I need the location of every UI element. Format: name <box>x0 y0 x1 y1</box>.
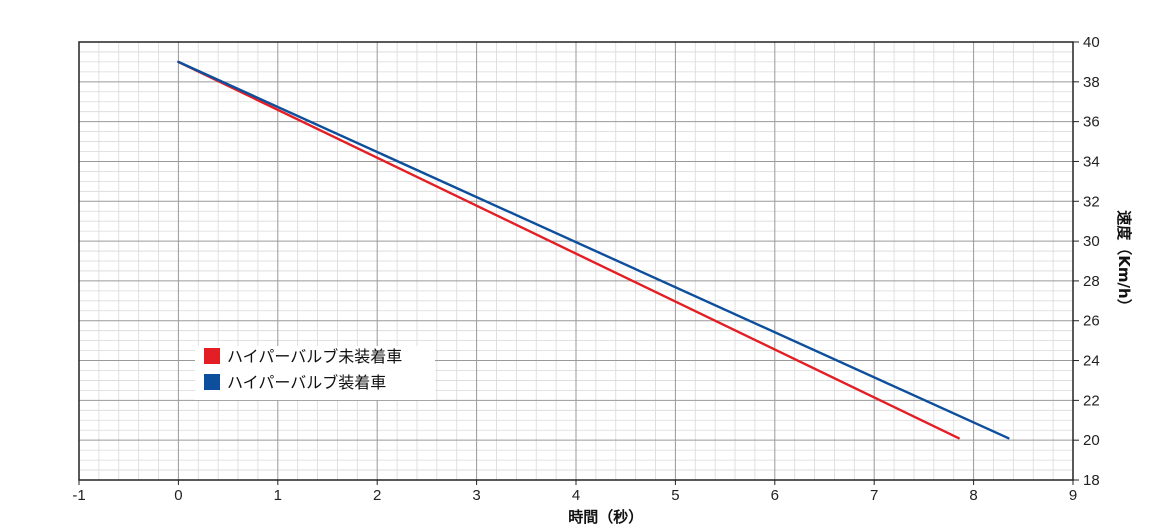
x-tick-label: 9 <box>1069 487 1077 504</box>
y-tick-label: 20 <box>1083 432 1100 449</box>
series-line-1 <box>177 60 1010 440</box>
x-axis-ticks: -1 0 1 2 3 4 5 6 7 8 9 <box>72 480 1077 504</box>
y-tick-label: 24 <box>1083 353 1100 370</box>
legend-background <box>195 346 435 400</box>
y-axis-ticks: 18 20 22 24 26 28 30 32 34 36 38 40 <box>1073 34 1100 489</box>
y-tick-label: 36 <box>1083 114 1100 131</box>
y-tick-label: 34 <box>1083 153 1100 170</box>
legend-label-series-1: ハイパーバルブ装着車 <box>227 373 386 392</box>
x-tick-label: 0 <box>174 487 182 504</box>
y-tick-label: 22 <box>1083 392 1100 409</box>
x-tick-label: -1 <box>72 487 85 504</box>
x-tick-label: 6 <box>771 487 779 504</box>
legend-swatch-series-0 <box>204 348 220 364</box>
y-tick-label: 30 <box>1083 233 1100 250</box>
y-tick-label: 40 <box>1083 34 1100 51</box>
x-tick-label: 4 <box>572 487 580 504</box>
series-line-0 <box>177 60 960 440</box>
y-tick-label: 32 <box>1083 193 1100 210</box>
y-tick-label: 38 <box>1083 74 1100 91</box>
y-tick-label: 18 <box>1083 472 1100 489</box>
y-tick-label: 26 <box>1083 313 1100 330</box>
legend: ハイパーバルブ未装着車 ハイパーバルブ装着車 <box>195 346 435 400</box>
y-axis-title: 速度（Km/h） <box>1115 210 1133 313</box>
series-lines <box>177 60 1010 440</box>
x-tick-label: 3 <box>472 487 480 504</box>
x-tick-label: 7 <box>870 487 878 504</box>
y-tick-label: 28 <box>1083 273 1100 290</box>
legend-label-series-0: ハイパーバルブ未装着車 <box>227 347 402 366</box>
x-tick-label: 2 <box>373 487 381 504</box>
legend-swatch-series-1 <box>204 374 220 390</box>
x-tick-label: 8 <box>969 487 977 504</box>
x-tick-label: 5 <box>671 487 679 504</box>
x-axis-title: 時間（秒） <box>568 508 643 525</box>
x-tick-label: 1 <box>274 487 282 504</box>
